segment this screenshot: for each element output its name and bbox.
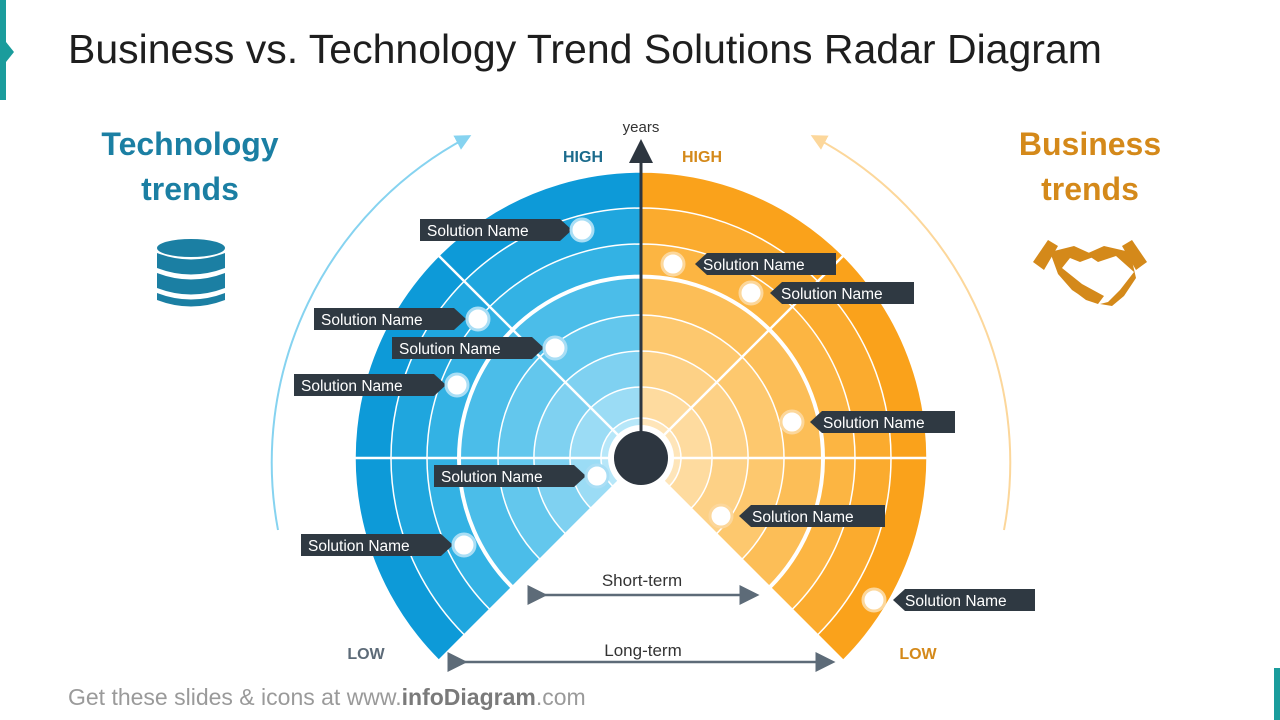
solution-marker-tech-1[interactable]: Solution Name [420, 217, 595, 243]
accent-notch [6, 42, 14, 62]
solution-label: Solution Name [781, 286, 883, 303]
footer-brand: infoDiagram [401, 684, 536, 710]
high-right-label: HIGH [682, 149, 722, 166]
technology-heading-line1: Technology [101, 126, 279, 162]
footer-suffix: .com [535, 684, 586, 710]
technology-heading-line2: trends [141, 171, 239, 207]
accent-bar [0, 0, 6, 100]
hub-center [614, 431, 668, 485]
solution-marker-tech-5[interactable]: Solution Name [434, 463, 610, 489]
handshake-icon [1033, 240, 1147, 306]
footer-prefix: Get these slides & icons at www. [68, 684, 402, 710]
solution-label: Solution Name [441, 469, 543, 486]
technology-trend-arc [270, 135, 472, 531]
business-trend-arc [810, 135, 1012, 531]
high-left-label: HIGH [563, 149, 603, 166]
database-icon [157, 239, 225, 307]
solution-marker-biz-1[interactable]: Solution Name [660, 251, 836, 277]
solution-marker-biz-2[interactable]: Solution Name [738, 280, 914, 306]
solution-marker-biz-5[interactable]: Solution Name [861, 587, 1035, 613]
solution-markers: Solution Name Solution Name Solution Nam… [294, 217, 1035, 613]
solution-label: Solution Name [823, 415, 925, 432]
low-right-label: LOW [899, 646, 937, 663]
solution-marker-biz-4[interactable]: Solution Name [708, 503, 885, 529]
solution-marker-tech-4[interactable]: Solution Name [294, 372, 470, 398]
solution-label: Solution Name [905, 593, 1007, 610]
solution-marker-tech-6[interactable]: Solution Name [301, 532, 477, 558]
solution-label: Solution Name [308, 538, 410, 555]
solution-label: Solution Name [752, 509, 854, 526]
solution-label: Solution Name [427, 223, 529, 240]
solution-label: Solution Name [321, 312, 423, 329]
long-term-label: Long-term [604, 641, 681, 660]
solution-label: Solution Name [301, 378, 403, 395]
years-label: years [623, 119, 660, 136]
solution-marker-tech-3[interactable]: Solution Name [392, 335, 568, 361]
solution-marker-biz-3[interactable]: Solution Name [779, 409, 955, 435]
solution-label: Solution Name [399, 341, 501, 358]
business-heading-line1: Business [1018, 126, 1162, 162]
footer-credit: Get these slides & icons at www.infoDiag… [68, 684, 586, 711]
solution-marker-tech-2[interactable]: Solution Name [314, 306, 491, 332]
solution-label: Solution Name [703, 257, 805, 274]
low-left-label: LOW [347, 646, 385, 663]
page-title: Business vs. Technology Trend Solutions … [68, 26, 1102, 72]
accent-bar-bottom [1274, 668, 1280, 720]
technology-heading: Technology trends [60, 122, 320, 212]
short-term-label: Short-term [602, 571, 682, 590]
business-heading: Business trends [960, 122, 1220, 212]
business-heading-line2: trends [1041, 171, 1139, 207]
